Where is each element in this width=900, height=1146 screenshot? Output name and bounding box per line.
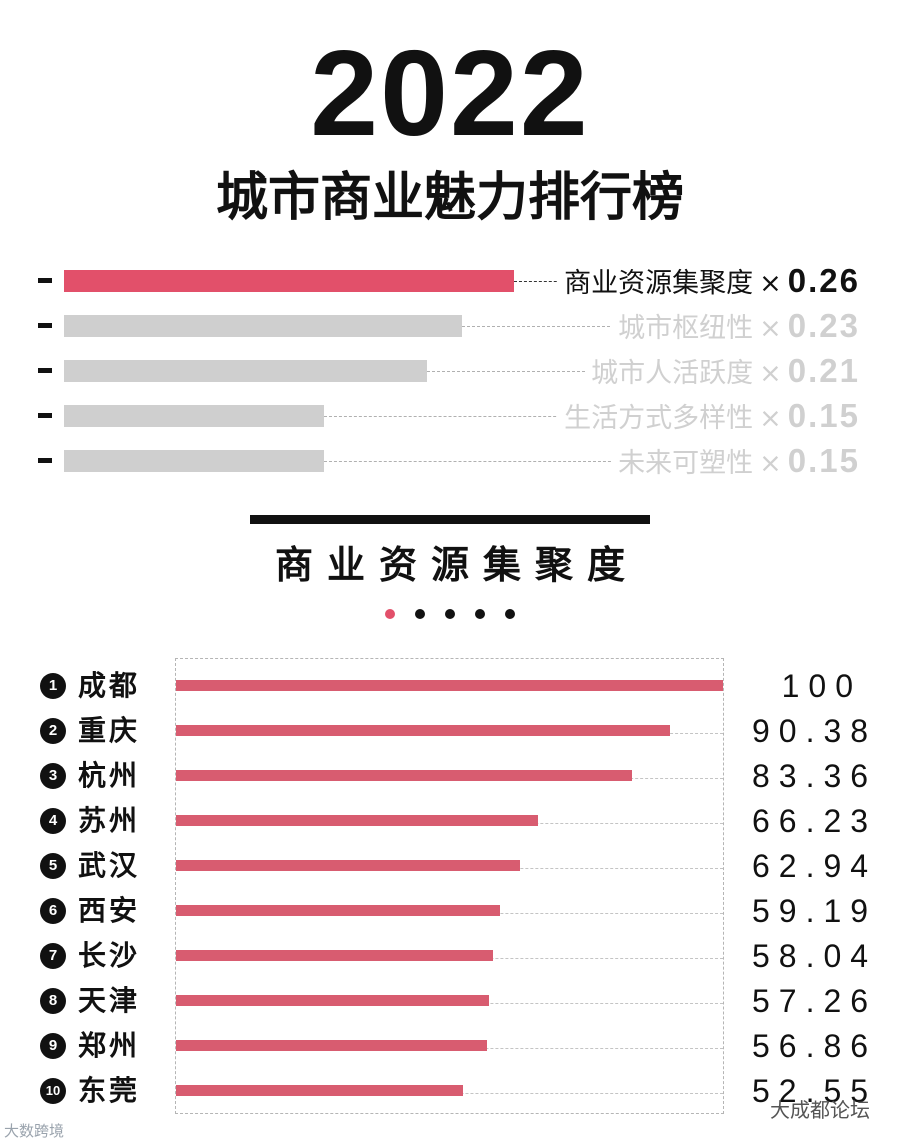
weight-value: 0.26 [787, 262, 860, 299]
table-row: 7 长沙 58.04 [0, 934, 900, 978]
weight-value: 0.15 [787, 442, 860, 479]
value-label: 100 [781, 668, 862, 704]
value-label: 59.19 [752, 893, 878, 929]
value-label: 56.86 [752, 1028, 878, 1064]
city-label: 西安 [78, 894, 141, 927]
section-divider [250, 515, 650, 524]
weight-bar [64, 270, 514, 292]
year-heading: 2022 [310, 25, 590, 161]
weight-leader-line [324, 461, 860, 462]
watermark-right: 大成都论坛 [770, 1098, 870, 1122]
bar-西安 [176, 905, 500, 916]
city-label: 天津 [78, 984, 141, 1017]
weight-label: 未来可塑性 × 0.15 [612, 443, 860, 479]
bar-重庆 [176, 725, 670, 736]
weight-bar [64, 315, 462, 337]
bar-成都 [176, 680, 723, 691]
pager-dot [385, 609, 395, 619]
times-sign: × [759, 448, 782, 479]
weight-label: 商业资源集聚度 × 0.26 [558, 263, 860, 299]
weight-name: 生活方式多样性 [564, 403, 754, 434]
city-label: 苏州 [78, 804, 141, 837]
rank-badge: 3 [40, 763, 66, 789]
rank-badge: 2 [40, 718, 66, 744]
city-label: 成都 [78, 669, 141, 702]
rank-badge: 4 [40, 808, 66, 834]
weight-value: 0.23 [787, 307, 860, 344]
weight-row: 城市枢纽性 × 0.23 [0, 308, 900, 344]
table-row: 9 郑州 56.86 [0, 1024, 900, 1068]
value-label: 83.36 [752, 758, 878, 794]
value-label: 66.23 [752, 803, 878, 839]
bar-郑州 [176, 1040, 487, 1051]
weight-row: 城市人活跃度 × 0.21 [0, 353, 900, 389]
value-label: 62.94 [752, 848, 878, 884]
pager-dot [505, 609, 515, 619]
value-label: 52.55 [752, 1073, 878, 1109]
table-row: 2 重庆 90.38 [0, 709, 900, 753]
rank-badge: 8 [40, 988, 66, 1014]
bar-长沙 [176, 950, 493, 961]
times-sign: × [759, 268, 782, 299]
rank-badge: 9 [40, 1033, 66, 1059]
city-label: 重庆 [78, 714, 141, 747]
row-dash [38, 278, 52, 283]
bar-苏州 [176, 815, 538, 826]
value-label: 58.04 [752, 938, 878, 974]
watermark-left: 大数跨境 [4, 1122, 65, 1140]
table-row: 8 天津 57.26 [0, 979, 900, 1023]
rank-badge: 1 [40, 673, 66, 699]
pager-dot [475, 609, 485, 619]
page-title: 城市商业魅力排行榜 [215, 168, 684, 228]
weight-row: 未来可塑性 × 0.15 [0, 443, 900, 479]
table-row: 5 武汉 62.94 [0, 844, 900, 888]
rank-badge: 7 [40, 943, 66, 969]
city-label: 东莞 [78, 1074, 141, 1107]
table-row: 1 成都 100 [0, 664, 900, 708]
city-label: 郑州 [78, 1029, 141, 1062]
pager-dot [415, 609, 425, 619]
times-sign: × [759, 313, 782, 344]
rank-badge: 10 [40, 1078, 66, 1104]
weight-label: 城市人活跃度 × 0.21 [585, 353, 860, 389]
weight-bar [64, 360, 427, 382]
pager-dots [385, 609, 525, 621]
row-dash [38, 323, 52, 328]
bar-东莞 [176, 1085, 463, 1096]
bar-武汉 [176, 860, 520, 871]
weight-name: 商业资源集聚度 [564, 268, 754, 299]
row-dash [38, 413, 52, 418]
weight-name: 城市枢纽性 [618, 313, 754, 344]
weight-bar [64, 450, 324, 472]
table-row: 4 苏州 66.23 [0, 799, 900, 843]
city-label: 杭州 [78, 759, 141, 792]
table-row: 3 杭州 83.36 [0, 754, 900, 798]
weight-name: 城市人活跃度 [591, 358, 754, 389]
chart-frame [175, 658, 724, 1114]
city-label: 长沙 [78, 939, 141, 972]
row-dash [38, 368, 52, 373]
rank-badge: 5 [40, 853, 66, 879]
weight-label: 生活方式多样性 × 0.15 [558, 398, 860, 434]
table-row: 10 东莞 52.55 [0, 1069, 900, 1113]
city-label: 武汉 [78, 849, 141, 882]
bar-杭州 [176, 770, 632, 781]
table-row: 6 西安 59.19 [0, 889, 900, 933]
weight-value: 0.15 [787, 397, 860, 434]
weight-value: 0.21 [787, 352, 860, 389]
weight-name: 未来可塑性 [618, 448, 754, 479]
value-label: 57.26 [752, 983, 878, 1019]
weight-bar [64, 405, 324, 427]
times-sign: × [759, 403, 782, 434]
value-label: 90.38 [752, 713, 878, 749]
weight-row: 商业资源集聚度 × 0.26 [0, 263, 900, 299]
times-sign: × [759, 358, 782, 389]
section-title: 商业资源集聚度 [274, 543, 639, 587]
pager-dot [445, 609, 455, 619]
row-dash [38, 458, 52, 463]
rank-badge: 6 [40, 898, 66, 924]
weight-row: 生活方式多样性 × 0.15 [0, 398, 900, 434]
bar-天津 [176, 995, 489, 1006]
weight-label: 城市枢纽性 × 0.23 [612, 308, 860, 344]
